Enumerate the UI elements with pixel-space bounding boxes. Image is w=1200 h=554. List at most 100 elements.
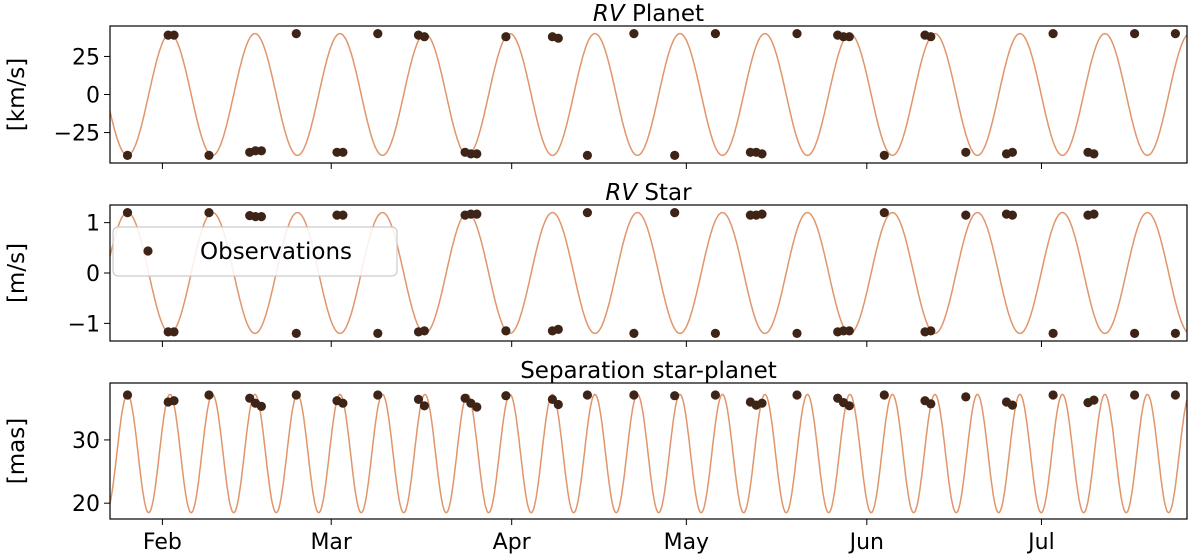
observation-point [472,149,482,159]
panels: RV Planet 25 0 −25 [km/s] RV Star 1 0 −1 [m/s] Obs… [4,1,1188,554]
observation-point [419,401,429,411]
y-axis-label: [km/s] [4,58,30,131]
observation-point [1007,147,1018,157]
y-tick-label: 1 [86,212,100,237]
observation-point [373,28,383,39]
observation-point [1089,395,1099,405]
y-tick-label: 30 [72,429,100,454]
title-italic-part: RV [605,180,639,206]
x-tick-label: Feb [143,530,182,554]
y-tick-label: 0 [86,84,100,109]
observation-point [792,328,802,338]
observation-point [629,28,639,39]
observation-point [879,150,889,160]
panel-title: Separation star-planet [520,358,777,384]
model-curve [109,32,1188,157]
observation-point [256,212,266,222]
observation-point [926,399,936,409]
observation-point [757,398,767,408]
observation-point [256,401,266,411]
observation-point [926,32,936,42]
observation-point [419,32,429,42]
panel-3: Separation star-planet 30 20 [mas] Feb Mar Apr… [4,358,1188,554]
x-tick-label: May [664,530,709,554]
legend-marker [143,246,153,256]
x-tick-label: Apr [493,530,532,554]
observation-point [291,328,301,338]
observation-point [291,390,301,400]
legend-label: Observations [200,239,352,265]
y-tick-label: 0 [86,262,100,287]
panel-title: RV Star [605,180,692,206]
observation-point [291,28,301,39]
observation-point [1130,390,1140,400]
observation-point [169,327,179,337]
x-tick-label: Jul [1026,530,1055,554]
observation-point [501,391,511,401]
observation-point [122,390,133,400]
observation-point [757,149,767,159]
observation-point [582,208,593,218]
observation-point [792,28,802,39]
observation-point [553,33,563,43]
observation-point [472,209,482,219]
observation-point [1048,390,1058,400]
observation-point [256,146,266,156]
observation-point [879,208,889,218]
panel-title: RV Planet [593,1,704,27]
axes-frame [109,382,1188,520]
observation-point [338,398,348,408]
observation-point [553,324,563,334]
title-rest-part: Star [637,180,692,206]
x-tick-label: Jun [848,530,884,554]
observation-point [1048,328,1058,338]
observation-point [501,32,511,42]
observation-point [1089,149,1099,159]
observation-point [670,150,680,160]
x-tick-label: Mar [310,530,352,554]
observation-point [419,326,429,336]
observation-point [670,208,680,218]
observation-point [961,392,971,402]
y-tick-label: 20 [72,492,100,517]
observation-point [844,401,854,411]
axes-frame [109,25,1188,164]
y-tick-label: 25 [72,45,100,70]
observation-point [879,390,889,400]
observation-point [1170,328,1180,338]
observation-point [373,328,383,338]
observation-point [1170,390,1180,400]
legend: Observations [112,226,398,277]
y-axis-label: [m/s] [4,243,30,303]
model-curve [109,393,1188,514]
y-tick-label: −1 [68,312,100,337]
observation-point [670,391,680,401]
observation-point [710,390,721,400]
observation-point [472,402,482,412]
observation-point [1170,28,1180,39]
observation-point [710,328,721,338]
observation-point [844,326,854,336]
observation-point [204,208,214,218]
observation-point [553,399,563,410]
observation-point [1130,28,1140,39]
observation-point [501,326,511,336]
legend-box [112,226,398,277]
observation-point [204,150,214,160]
observation-point [582,390,593,400]
observation-point [1007,210,1018,220]
title-italic-part: RV [593,1,627,27]
model-curve [109,211,1188,335]
observation-point [204,390,214,400]
observation-point [1089,209,1099,219]
observation-point [169,30,179,40]
observation-point [844,32,854,42]
observation-point [338,210,348,220]
observation-point [792,390,802,400]
observation-point [122,150,133,160]
y-tick-label: −25 [54,122,100,147]
observation-point [710,28,721,39]
observation-point [926,326,936,336]
observation-point [629,328,639,338]
